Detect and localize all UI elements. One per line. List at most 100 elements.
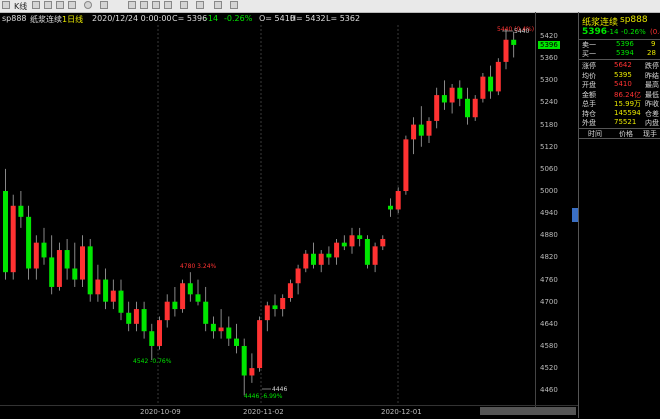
panel-name: 纸浆连续 (582, 18, 619, 28)
toolbar-button-4[interactable] (68, 1, 76, 10)
candle-body (511, 39, 517, 45)
info-datetime: 2020/12/24 0:00:00 (92, 14, 172, 23)
candle-body (480, 76, 486, 99)
toolbar-button-13[interactable] (230, 1, 238, 10)
price-tick: 5240 (540, 98, 558, 107)
bid-volume: 28 (647, 49, 656, 57)
price-tick: 4520 (540, 364, 558, 373)
candle-body (318, 253, 324, 265)
stat-label: 涨停 (582, 62, 596, 70)
stat-value: 5410 (614, 80, 632, 88)
chart-tab-icon[interactable] (2, 1, 10, 10)
price-tick: 5060 (540, 164, 558, 173)
panel-change: -14 (607, 28, 619, 36)
candle-body (87, 246, 93, 295)
stat-label: 开盘 (582, 81, 596, 89)
candle-body (10, 205, 16, 273)
candle-body (287, 283, 293, 299)
date-axis: 2020-10-09 2020-11-02 2020-12-01 (0, 405, 578, 419)
candle-body (303, 253, 309, 269)
toolbar-button-12[interactable] (214, 1, 222, 10)
toolbar-button-5[interactable] (100, 1, 108, 10)
candle-body (164, 301, 170, 321)
toolbar-button-9[interactable] (164, 1, 172, 10)
toolbar-button-2[interactable] (44, 1, 52, 10)
price-tick: 5360 (540, 54, 558, 63)
panel-price: 5396 (582, 27, 608, 37)
candle-body (364, 238, 370, 265)
candle-body (372, 246, 378, 265)
annotation-mid-low: 4542 -0.76% (133, 358, 172, 365)
info-bar: sp888 纸浆连续 1日线 2020/12/24 0:00:00 C= 539… (0, 12, 578, 25)
candle-body (349, 235, 355, 247)
price-tick: 5000 (540, 187, 558, 196)
candle-body (341, 242, 347, 247)
candle-body (118, 290, 124, 313)
candle-body (210, 323, 216, 332)
tick-header-price: 价格 (619, 130, 633, 138)
toolbar-button-8[interactable] (152, 1, 160, 10)
candle-body (187, 283, 193, 295)
chart-scrollbar[interactable] (480, 407, 576, 415)
bid-label: 买一 (582, 50, 596, 58)
candle-body (257, 320, 263, 369)
candle-body (141, 309, 147, 332)
quote-panel: 纸浆连续 sp888 5396 -14 -0.26% (0.4) 卖一 5396… (578, 12, 660, 418)
quote-stat-row: 总手 15.99万 昨收 (579, 99, 660, 108)
panel-change-pct: -0.26% (621, 28, 646, 36)
candle-body (434, 95, 440, 121)
candle-body (280, 298, 286, 310)
stat-label-2: 昨收 (645, 100, 659, 108)
toolbar-button-3[interactable] (56, 1, 64, 10)
candle-body (311, 253, 316, 265)
candle-body (172, 301, 178, 310)
candle-body (295, 268, 301, 284)
chart-annotations: 5440 (0.4%) 5440 4780 3.24% 4542 -0.76% … (133, 26, 534, 400)
annotation-top-high: 5440 (0.4%) (497, 26, 534, 33)
candle-body (72, 268, 78, 280)
price-tick: 4940 (540, 209, 558, 218)
panel-toggle-button[interactable] (572, 208, 578, 222)
candle-body (110, 290, 116, 302)
chart-tab-label[interactable]: K线 (14, 2, 28, 11)
panel-code: sp888 (620, 15, 648, 25)
candle-body (195, 294, 201, 302)
candle-body (488, 76, 494, 92)
toolbar-button-6[interactable] (128, 1, 136, 10)
toolbar: K线 (0, 0, 660, 13)
stat-value: 15.99万 (614, 100, 642, 108)
toolbar-button-7[interactable] (140, 1, 148, 10)
candle-body (126, 312, 132, 324)
candle-body (426, 120, 432, 136)
price-tick: 5420 (540, 32, 558, 41)
toolbar-button-11[interactable] (196, 1, 204, 10)
candle-body (334, 242, 340, 258)
clock-icon[interactable] (84, 1, 92, 10)
stat-label: 持仓 (582, 109, 596, 118)
quote-stat-row: 持仓 145594 仓差 (579, 109, 660, 118)
candle-body (64, 250, 70, 269)
candlestick-chart[interactable]: 5440 (0.4%) 5440 4780 3.24% 4542 -0.76% … (0, 25, 535, 405)
candle-body (218, 327, 224, 332)
stat-value: 145594 (614, 108, 641, 117)
stat-value: 5395 (614, 70, 632, 79)
toolbar-button-10[interactable] (180, 1, 188, 10)
stat-label-2: 昨结 (645, 71, 659, 80)
stat-label: 外盘 (582, 119, 596, 127)
info-close: C= 5396 (172, 14, 208, 23)
bid-price: 5394 (616, 49, 634, 57)
candle-body (441, 95, 447, 103)
candle-body (495, 61, 501, 92)
candle-body (472, 98, 478, 118)
candle-body (149, 331, 155, 346)
ask-volume: 9 (651, 40, 656, 48)
quote-stat-row: 均价 5395 昨结 (579, 71, 660, 80)
candle-body (465, 98, 470, 118)
price-tick: 4460 (540, 386, 558, 395)
price-tick: 4880 (540, 231, 558, 240)
candle-body (80, 246, 85, 280)
candle-body (264, 305, 270, 321)
toolbar-button-1[interactable] (32, 1, 40, 10)
candle-body (157, 320, 162, 346)
candle-body (326, 253, 332, 258)
